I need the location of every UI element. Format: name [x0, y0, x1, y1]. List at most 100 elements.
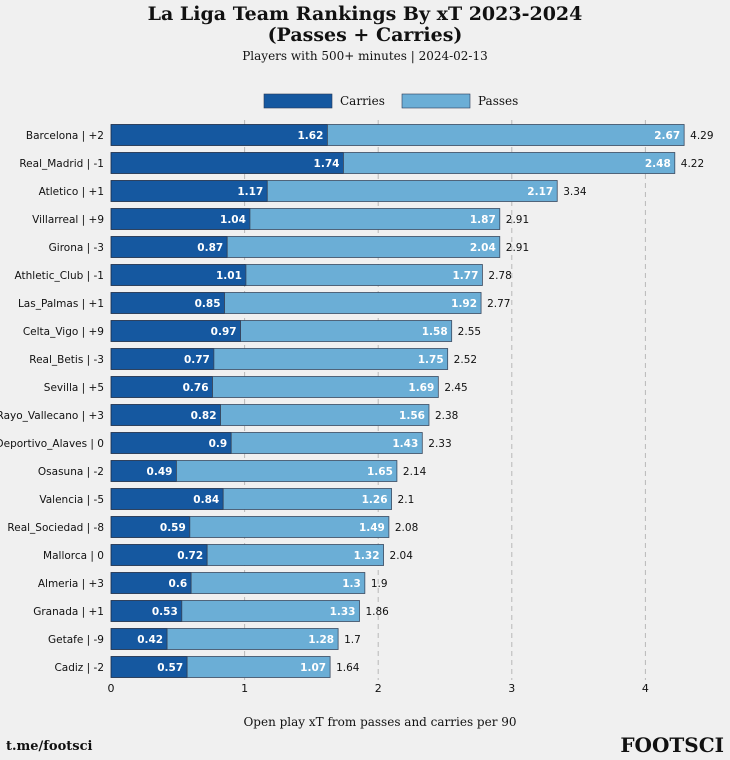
data-label-carries: 0.49	[147, 466, 173, 478]
bar-passes	[176, 460, 398, 482]
category-label: Osasuna | -2	[38, 466, 104, 478]
bar-passes	[240, 320, 453, 342]
category-label: Real_Madrid | -1	[19, 158, 104, 170]
category-label: Atletico | +1	[39, 186, 104, 198]
chart-title: La Liga Team Rankings By xT 2023-2024	[147, 3, 583, 25]
data-label-passes: 1.33	[330, 606, 356, 618]
bar-carries	[110, 124, 328, 146]
category-label: Granada | +1	[33, 606, 104, 618]
bar-passes	[222, 488, 392, 510]
data-label-passes: 1.75	[418, 354, 444, 366]
bar-passes	[189, 516, 390, 538]
category-label: Real_Betis | -3	[29, 354, 104, 366]
data-label-passes: 1.87	[470, 214, 496, 226]
legend-swatch-passes	[401, 93, 471, 109]
data-label-carries: 0.85	[195, 298, 221, 310]
data-label-passes: 1.56	[399, 410, 425, 422]
bar-passes	[266, 180, 558, 202]
category-label: Real_Sociedad | -8	[7, 522, 104, 534]
bar-carries	[110, 152, 344, 174]
data-label-total: 1.9	[371, 578, 388, 590]
data-label-total: 2.78	[488, 270, 511, 282]
x-tick-label: 3	[508, 682, 515, 695]
bar-passes	[212, 376, 439, 398]
chart-subtitle: Players with 500+ minutes | 2024-02-13	[242, 49, 488, 63]
category-label: Sevilla | +5	[44, 382, 104, 394]
data-label-passes: 1.3	[342, 578, 361, 590]
bar-passes	[343, 152, 676, 174]
category-label: Mallorca | 0	[43, 550, 104, 562]
data-label-total: 2.52	[454, 354, 477, 366]
data-label-carries: 0.57	[157, 662, 183, 674]
data-label-total: 2.1	[398, 494, 415, 506]
data-label-passes: 1.32	[354, 550, 380, 562]
footer-left-link: t.me/footsci	[6, 739, 93, 754]
category-label: Almeria | +3	[38, 578, 104, 590]
data-label-carries: 0.77	[184, 354, 210, 366]
data-label-passes: 1.77	[452, 270, 478, 282]
data-label-passes: 1.49	[359, 522, 385, 534]
bar-passes	[245, 264, 483, 286]
data-label-passes: 2.04	[470, 242, 496, 254]
legend-label-carries: Carries	[340, 94, 385, 108]
bar-passes	[224, 292, 482, 314]
data-label-total: 2.04	[390, 550, 414, 562]
bar-passes	[166, 628, 339, 650]
data-label-passes: 1.26	[362, 494, 388, 506]
data-label-total: 2.08	[395, 522, 418, 534]
bar-passes	[213, 348, 449, 370]
data-label-carries: 0.84	[193, 494, 219, 506]
data-label-carries: 0.9	[209, 438, 228, 450]
data-label-passes: 2.48	[645, 158, 671, 170]
data-label-total: 2.33	[428, 438, 451, 450]
legend-swatch-carries	[263, 93, 333, 109]
data-label-total: 1.7	[344, 634, 361, 646]
bar-passes	[190, 572, 366, 594]
data-label-passes: 1.92	[451, 298, 477, 310]
legend-label-passes: Passes	[478, 94, 518, 108]
data-label-carries: 1.04	[220, 214, 246, 226]
data-label-passes: 1.28	[308, 634, 334, 646]
category-label: Cadiz | -2	[54, 662, 104, 674]
footer-brand: FOOTSCI	[620, 733, 724, 757]
data-label-passes: 1.43	[392, 438, 418, 450]
data-label-carries: 1.62	[298, 130, 324, 142]
bar-passes	[226, 236, 501, 258]
category-label: Deportivo_Alaves | 0	[0, 438, 104, 450]
data-label-total: 1.64	[336, 662, 360, 674]
category-label: Valencia | -5	[39, 494, 104, 506]
data-label-total: 2.38	[435, 410, 458, 422]
data-label-passes: 2.67	[654, 130, 680, 142]
data-label-carries: 1.74	[314, 158, 340, 170]
bar-passes	[327, 124, 685, 146]
data-label-total: 2.77	[487, 298, 510, 310]
x-tick-label: 2	[375, 682, 382, 695]
data-label-passes: 1.07	[300, 662, 326, 674]
category-label: Athletic_Club | -1	[15, 270, 104, 282]
data-label-carries: 1.01	[216, 270, 242, 282]
data-label-carries: 0.87	[197, 242, 223, 254]
chart-title-line2: (Passes + Carries)	[267, 24, 463, 46]
bar-passes	[186, 656, 331, 678]
data-label-passes: 1.65	[367, 466, 393, 478]
data-label-total: 2.91	[506, 214, 529, 226]
data-label-carries: 0.6	[169, 578, 188, 590]
category-label: Celta_Vigo | +9	[23, 326, 104, 338]
data-label-total: 1.86	[365, 606, 389, 618]
data-label-carries: 0.97	[211, 326, 237, 338]
data-label-carries: 0.72	[177, 550, 203, 562]
bar-passes	[230, 432, 423, 454]
data-label-total: 3.34	[563, 186, 587, 198]
data-label-carries: 0.53	[152, 606, 178, 618]
data-label-carries: 0.42	[137, 634, 163, 646]
x-axis-label: Open play xT from passes and carries per…	[243, 715, 517, 729]
data-label-carries: 1.17	[237, 186, 263, 198]
data-label-carries: 0.76	[183, 382, 209, 394]
data-label-total: 4.29	[690, 130, 713, 142]
data-label-carries: 0.82	[191, 410, 217, 422]
category-label: Getafe | -9	[48, 634, 104, 646]
data-label-passes: 1.58	[422, 326, 448, 338]
data-label-total: 2.14	[403, 466, 427, 478]
bar-passes	[206, 544, 384, 566]
